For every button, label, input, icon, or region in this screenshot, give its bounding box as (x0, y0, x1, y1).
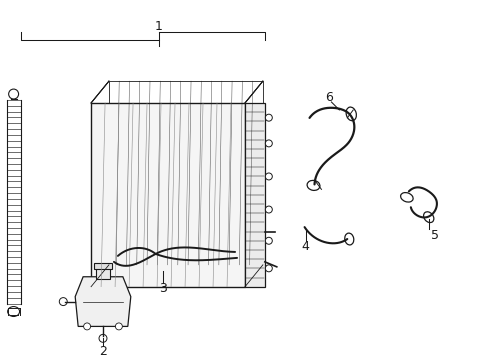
Text: 3: 3 (159, 282, 167, 295)
Ellipse shape (346, 107, 356, 121)
Circle shape (84, 323, 91, 330)
Text: 5: 5 (431, 229, 439, 242)
Ellipse shape (345, 233, 354, 245)
Ellipse shape (423, 212, 434, 222)
Circle shape (116, 323, 122, 330)
Polygon shape (245, 103, 265, 287)
Circle shape (266, 206, 272, 213)
Circle shape (266, 237, 272, 244)
Bar (96, 267, 110, 279)
Circle shape (266, 265, 272, 272)
Circle shape (266, 173, 272, 180)
Text: 1: 1 (155, 20, 163, 33)
Circle shape (266, 140, 272, 147)
Ellipse shape (401, 193, 413, 202)
Bar (94, 263, 112, 269)
Ellipse shape (307, 180, 320, 190)
Polygon shape (75, 277, 131, 327)
Text: 2: 2 (99, 345, 107, 358)
Text: 4: 4 (302, 240, 310, 253)
Text: 6: 6 (325, 90, 333, 104)
Circle shape (266, 114, 272, 121)
Polygon shape (91, 103, 245, 287)
